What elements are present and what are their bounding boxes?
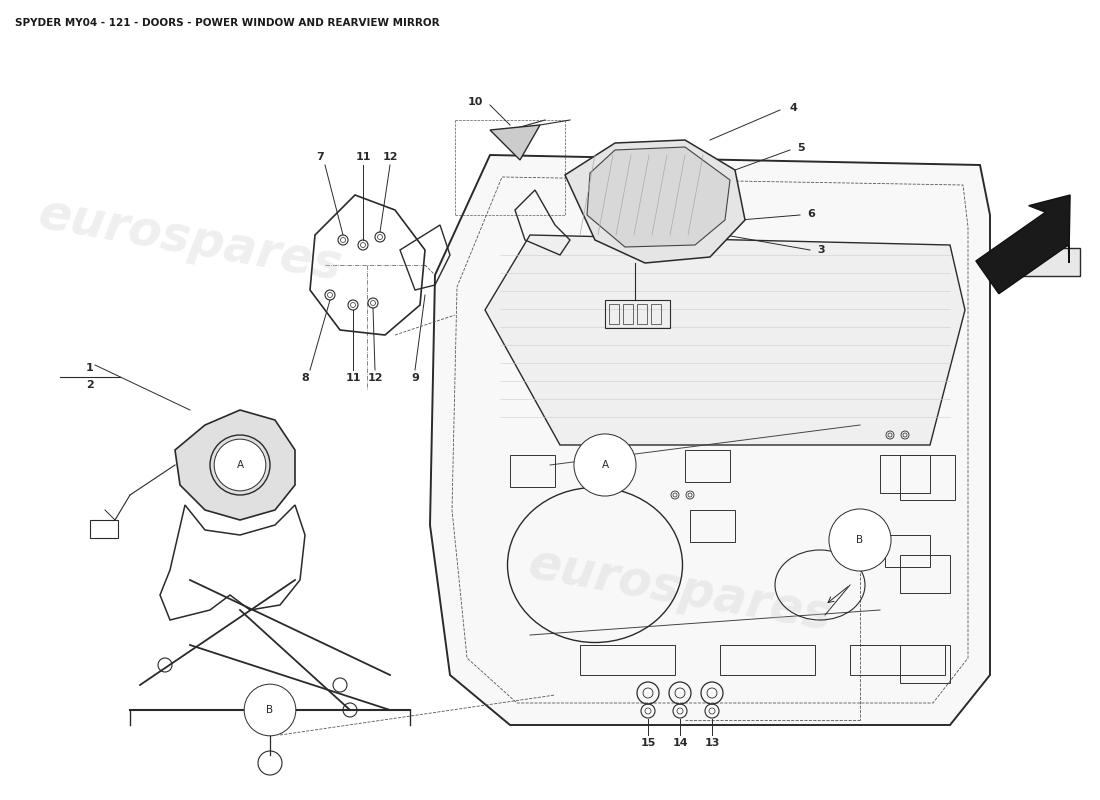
Bar: [690, 510, 735, 542]
Bar: [580, 645, 675, 675]
Bar: [623, 304, 632, 324]
Polygon shape: [490, 125, 540, 160]
Polygon shape: [587, 147, 730, 247]
Text: 12: 12: [367, 373, 383, 383]
Polygon shape: [485, 235, 965, 445]
Text: 9: 9: [411, 373, 419, 383]
Circle shape: [232, 457, 248, 473]
Bar: [637, 304, 647, 324]
Bar: [90, 520, 118, 538]
Text: 4: 4: [790, 103, 798, 113]
Bar: [605, 300, 670, 328]
Bar: [850, 645, 945, 675]
Text: A: A: [236, 460, 243, 470]
Text: eurospares: eurospares: [525, 540, 836, 640]
Text: 15: 15: [640, 738, 656, 748]
Text: 1: 1: [86, 363, 94, 373]
Text: 11: 11: [345, 373, 361, 383]
Text: 7: 7: [316, 152, 323, 162]
Polygon shape: [175, 410, 295, 520]
Text: A: A: [602, 460, 608, 470]
Text: 3: 3: [817, 245, 825, 255]
Text: 2: 2: [86, 380, 94, 390]
Text: 11: 11: [355, 152, 371, 162]
Text: 5: 5: [798, 143, 804, 153]
Polygon shape: [565, 140, 745, 263]
Bar: [685, 450, 730, 482]
Bar: [609, 304, 619, 324]
Text: 14: 14: [672, 738, 688, 748]
Bar: [1020, 248, 1080, 276]
Bar: [510, 455, 556, 487]
Text: 12: 12: [383, 152, 398, 162]
Bar: [651, 304, 661, 324]
Text: 10: 10: [468, 97, 483, 107]
Polygon shape: [976, 195, 1070, 294]
Bar: [900, 645, 950, 683]
Text: 8: 8: [301, 373, 309, 383]
Text: 13: 13: [704, 738, 719, 748]
Bar: [900, 555, 950, 593]
Text: B: B: [857, 535, 864, 545]
Bar: [720, 645, 815, 675]
Text: B: B: [266, 705, 274, 715]
Text: SPYDER MY04 - 121 - DOORS - POWER WINDOW AND REARVIEW MIRROR: SPYDER MY04 - 121 - DOORS - POWER WINDOW…: [15, 18, 440, 28]
Text: eurospares: eurospares: [34, 190, 345, 290]
Bar: [900, 455, 955, 500]
Text: 6: 6: [807, 209, 815, 219]
Bar: [880, 455, 929, 493]
Polygon shape: [430, 155, 990, 725]
Bar: [886, 535, 929, 567]
